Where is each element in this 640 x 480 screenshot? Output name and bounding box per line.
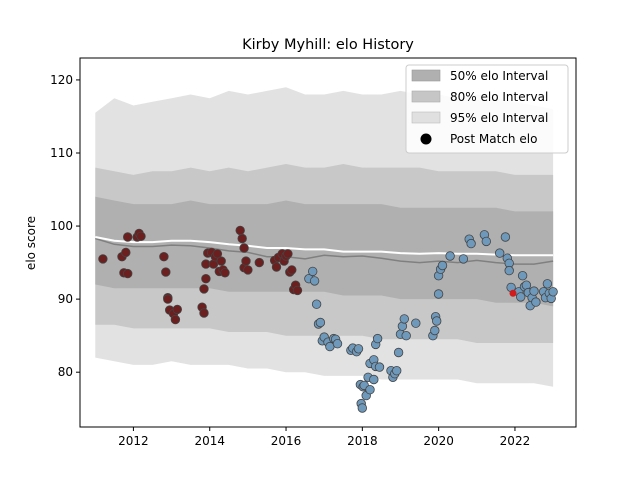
point-early-12	[163, 294, 173, 304]
point-late-36	[393, 347, 404, 358]
point-early-5	[122, 232, 133, 242]
median-line	[95, 237, 554, 265]
legend-label-80: 80% elo Interval	[450, 90, 548, 104]
point-early-39	[271, 262, 282, 272]
point-early-0	[98, 254, 108, 264]
point-early-30	[220, 268, 230, 278]
legend-marker-post-match	[420, 133, 432, 145]
y-tick-label-4: 120	[50, 73, 73, 87]
point-late-41	[411, 318, 421, 328]
point-early-18	[199, 308, 209, 318]
point-early-36	[243, 265, 253, 275]
point-late-55	[481, 236, 492, 247]
legend-swatch-80	[411, 90, 441, 103]
y-tick-label-1: 90	[58, 292, 73, 306]
point-late-74	[542, 279, 553, 289]
legend-label-post-match: Post Match elo	[450, 132, 537, 146]
legend-swatch-95	[411, 111, 441, 124]
x-tick-label-1: 2014	[194, 434, 225, 448]
mean-line	[95, 236, 554, 257]
axes-frame	[79, 57, 577, 428]
y-axis: 80 90 100 110 120	[50, 73, 80, 379]
point-late-60	[504, 265, 514, 276]
point-late-2	[309, 276, 320, 286]
point-early-8	[136, 231, 146, 242]
point-late-43	[430, 325, 440, 336]
legend-label-95: 95% elo Interval	[450, 111, 548, 125]
point-late-16	[353, 344, 364, 354]
legend: 50% elo Interval 80% elo Interval 95% el…	[405, 64, 569, 154]
point-early-19	[199, 284, 209, 294]
point-late-40	[401, 331, 411, 341]
match-points	[98, 225, 558, 413]
chart-title: Kirby Myhill: elo History	[242, 37, 414, 53]
point-late-53	[466, 238, 476, 249]
point-late-39	[399, 314, 410, 324]
x-tick-label-4: 2020	[423, 434, 454, 448]
point-early-46	[287, 265, 297, 275]
point-early-33	[239, 243, 249, 253]
point-late-31	[374, 362, 385, 372]
point-late-77	[548, 287, 558, 297]
point-early-10	[161, 267, 171, 277]
point-late-64	[517, 271, 528, 281]
point-late-12	[332, 339, 343, 349]
trend-lines	[95, 236, 554, 265]
point-late-49	[437, 260, 448, 271]
x-tick-label-2: 2016	[271, 434, 302, 448]
point-early-3	[121, 247, 131, 258]
latest-point-highlight	[509, 289, 517, 297]
point-late-50	[445, 251, 455, 261]
point-late-46	[433, 289, 444, 299]
point-late-45	[432, 316, 442, 326]
point-late-70	[529, 286, 539, 296]
point-early-28	[216, 256, 226, 266]
x-tick-label-5: 2022	[500, 434, 531, 448]
point-late-1	[308, 266, 318, 277]
x-tick-label-3: 2018	[347, 434, 378, 448]
point-late-24	[365, 385, 375, 395]
point-early-9	[159, 252, 169, 262]
point-late-57	[500, 232, 511, 242]
point-late-19	[357, 403, 368, 413]
point-early-35	[241, 256, 251, 266]
y-tick-label-0: 80	[58, 365, 73, 379]
y-tick-label-3: 110	[50, 146, 73, 160]
point-late-71	[531, 297, 541, 307]
point-early-16	[172, 304, 183, 315]
legend-frame	[405, 64, 569, 154]
point-late-35	[392, 366, 402, 376]
point-early-26	[212, 249, 223, 259]
x-axis: 2012 2014 2016 2018 2020 2022	[118, 427, 530, 448]
point-late-56	[495, 248, 505, 258]
legend-swatch-50	[411, 69, 441, 82]
point-early-4	[122, 268, 133, 279]
point-late-63	[516, 292, 526, 302]
point-early-15	[170, 314, 181, 325]
plot-area	[95, 87, 558, 413]
point-late-26	[369, 374, 379, 385]
point-early-32	[237, 233, 247, 244]
point-late-5	[315, 317, 326, 328]
point-early-37	[254, 257, 264, 268]
y-axis-label: elo score	[24, 216, 38, 270]
point-early-20	[201, 274, 211, 284]
point-early-49	[292, 285, 303, 296]
legend-label-50: 50% elo Interval	[450, 69, 548, 83]
point-early-31	[235, 225, 245, 236]
x-tick-label-0: 2012	[118, 434, 149, 448]
point-early-44	[283, 249, 293, 259]
point-late-51	[458, 254, 469, 264]
point-late-3	[311, 299, 322, 309]
point-late-30	[372, 333, 383, 344]
y-tick-label-2: 100	[50, 219, 73, 233]
